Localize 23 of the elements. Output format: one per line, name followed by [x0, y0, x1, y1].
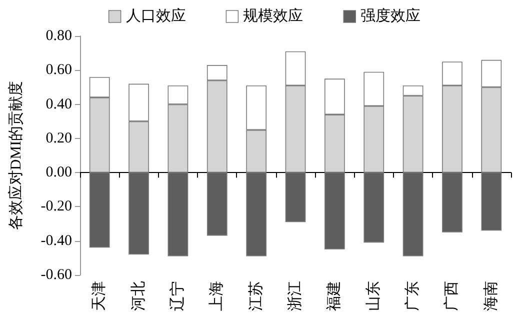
x-tick-label: 福建 — [326, 281, 343, 311]
y-tick-label: 0.40 — [46, 96, 72, 112]
legend-label: 人口效应 — [126, 8, 186, 24]
x-tick-label: 江苏 — [247, 281, 264, 311]
y-axis-title: 各效应对DMI的贡献度 — [8, 80, 24, 230]
x-tick-label: 海南 — [482, 281, 500, 311]
y-tick-label: -0.60 — [40, 267, 72, 283]
y-tick-label: -0.20 — [40, 198, 72, 215]
x-tick-label: 浙江 — [286, 281, 304, 311]
legend-label: 强度效应 — [360, 8, 421, 24]
y-tick-label: 0.00 — [46, 164, 72, 181]
legend-label: 规模效应 — [243, 8, 304, 24]
y-tick-label: 0.80 — [46, 28, 72, 44]
x-tick-label: 辽宁 — [168, 281, 186, 311]
y-tick-label: 0.20 — [46, 130, 72, 146]
x-tick-label: 上海 — [208, 281, 226, 311]
x-tick-label: 广东 — [404, 281, 422, 311]
x-tick-label: 河北 — [130, 281, 147, 311]
x-tick-label: 广西 — [443, 281, 460, 311]
x-tick-label: 天津 — [90, 281, 108, 311]
y-tick-label: 0.60 — [46, 62, 72, 78]
y-tick-label: -0.40 — [40, 232, 72, 249]
x-tick-label: 山东 — [364, 281, 382, 311]
